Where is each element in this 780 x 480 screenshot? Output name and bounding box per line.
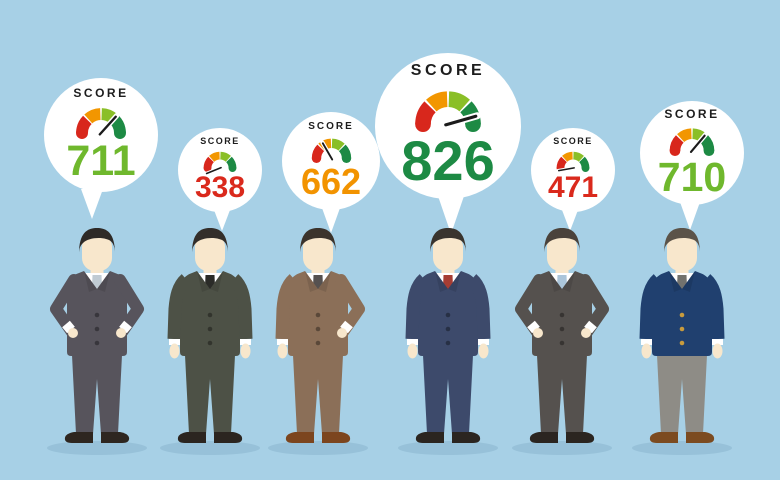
businessman-figure xyxy=(617,227,747,459)
businessman-figure xyxy=(383,227,513,459)
score-bubble: SCORE 826 xyxy=(375,53,521,199)
score-gauge-icon xyxy=(408,82,488,132)
score-gauge-icon xyxy=(553,147,593,173)
score-label: SCORE xyxy=(410,62,486,79)
score-gauge-icon xyxy=(200,147,240,176)
score-value: 471 xyxy=(547,171,599,204)
score-gauge-icon xyxy=(71,101,131,139)
score-value: 710 xyxy=(657,154,727,200)
score-bubble: SCORE 338 xyxy=(178,128,262,212)
score-bubble: SCORE 471 xyxy=(531,128,615,212)
score-label: SCORE xyxy=(553,136,593,146)
score-value: 711 xyxy=(66,137,136,185)
score-gauge-icon xyxy=(308,133,355,163)
score-bubble: SCORE 662 xyxy=(282,112,380,210)
score-value: 338 xyxy=(194,171,246,204)
businessman-figure xyxy=(145,227,275,459)
score-bubble: SCORE 711 xyxy=(44,78,158,192)
businessman-figure xyxy=(253,227,383,459)
score-value: 826 xyxy=(401,129,495,192)
businessman-figure xyxy=(497,227,627,459)
score-label: SCORE xyxy=(73,86,129,100)
score-value: 662 xyxy=(300,161,362,202)
score-label: SCORE xyxy=(200,136,240,146)
score-bubble: SCORE 710 xyxy=(640,101,744,205)
score-label: SCORE xyxy=(308,121,354,132)
businessman-figure xyxy=(32,227,162,459)
score-gauge-icon xyxy=(665,122,719,156)
score-label: SCORE xyxy=(664,107,720,121)
